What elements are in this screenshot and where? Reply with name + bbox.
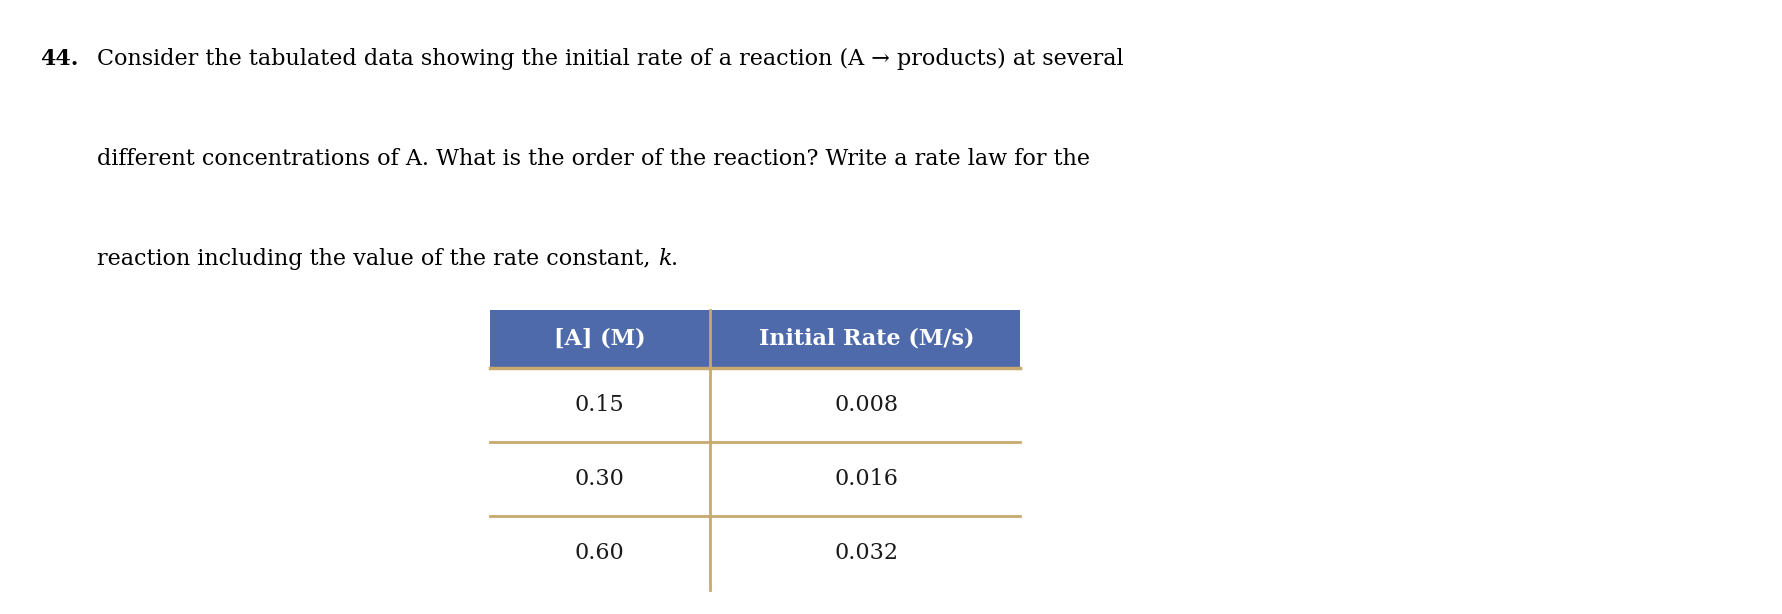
Text: 0.032: 0.032	[834, 542, 898, 564]
Text: 0.016: 0.016	[834, 468, 898, 490]
Text: reaction including the value of the rate constant,: reaction including the value of the rate…	[96, 248, 658, 270]
Text: [A] (M): [A] (M)	[554, 328, 645, 350]
Text: .: .	[672, 248, 679, 270]
Text: different concentrations of A. What is the order of the reaction? Write a rate l: different concentrations of A. What is t…	[96, 148, 1091, 170]
Bar	[490, 368, 1019, 442]
Bar	[490, 310, 1019, 368]
Text: 44.: 44.	[39, 48, 78, 70]
Text: Consider the tabulated data showing the initial rate of a reaction (A → products: Consider the tabulated data showing the …	[96, 48, 1124, 70]
Text: 0.15: 0.15	[576, 394, 624, 416]
Text: 0.008: 0.008	[834, 394, 898, 416]
Text: Initial Rate (M/s): Initial Rate (M/s)	[759, 328, 975, 350]
Text: 0.30: 0.30	[576, 468, 625, 490]
Bar	[490, 442, 1019, 516]
Text: k: k	[658, 248, 672, 270]
Text: 0.60: 0.60	[576, 542, 624, 564]
Bar	[490, 516, 1019, 590]
